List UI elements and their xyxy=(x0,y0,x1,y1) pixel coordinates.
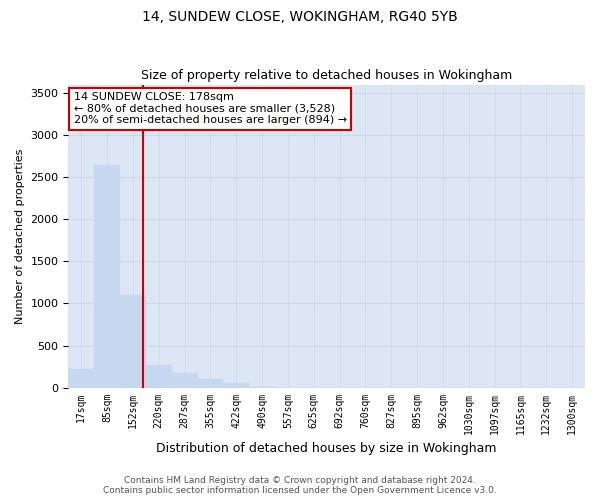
Y-axis label: Number of detached properties: Number of detached properties xyxy=(15,148,25,324)
Bar xyxy=(68,369,94,388)
Title: Size of property relative to detached houses in Wokingham: Size of property relative to detached ho… xyxy=(141,69,512,82)
Bar xyxy=(120,295,146,388)
Text: 14 SUNDEW CLOSE: 178sqm
← 80% of detached houses are smaller (3,528)
20% of semi: 14 SUNDEW CLOSE: 178sqm ← 80% of detache… xyxy=(74,92,347,126)
Bar xyxy=(146,365,172,388)
X-axis label: Distribution of detached houses by size in Wokingham: Distribution of detached houses by size … xyxy=(157,442,497,455)
Bar xyxy=(172,372,197,388)
Bar xyxy=(223,384,249,388)
Bar xyxy=(94,164,120,388)
Bar xyxy=(197,380,223,388)
Text: Contains HM Land Registry data © Crown copyright and database right 2024.
Contai: Contains HM Land Registry data © Crown c… xyxy=(103,476,497,495)
Text: 14, SUNDEW CLOSE, WOKINGHAM, RG40 5YB: 14, SUNDEW CLOSE, WOKINGHAM, RG40 5YB xyxy=(142,10,458,24)
